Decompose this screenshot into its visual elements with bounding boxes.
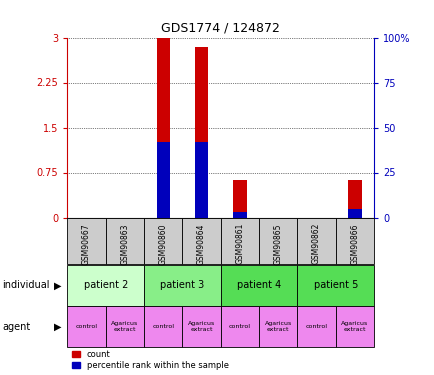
Bar — [220, 306, 259, 347]
Bar — [105, 306, 144, 347]
Bar — [297, 217, 335, 264]
Text: GSM90861: GSM90861 — [235, 223, 244, 264]
Bar — [220, 265, 297, 306]
Text: ▶: ▶ — [54, 280, 62, 290]
Text: Agaricus
extract: Agaricus extract — [111, 321, 138, 332]
Text: control: control — [152, 324, 174, 329]
Bar — [233, 180, 246, 218]
Bar — [348, 209, 361, 218]
Bar — [259, 306, 297, 347]
Legend: count, percentile rank within the sample: count, percentile rank within the sample — [72, 349, 229, 371]
Title: GDS1774 / 124872: GDS1774 / 124872 — [161, 22, 279, 35]
Bar — [220, 217, 259, 264]
Bar — [335, 217, 373, 264]
Text: agent: agent — [2, 322, 30, 332]
Text: GSM90863: GSM90863 — [120, 223, 129, 265]
Text: GSM90865: GSM90865 — [273, 223, 282, 265]
Text: patient 4: patient 4 — [237, 280, 280, 290]
Text: control: control — [228, 324, 250, 329]
Bar — [144, 265, 220, 306]
Bar — [105, 217, 144, 264]
Bar — [297, 306, 335, 347]
Text: patient 3: patient 3 — [160, 280, 204, 290]
Text: GSM90860: GSM90860 — [158, 223, 168, 265]
Text: control: control — [305, 324, 327, 329]
Text: GSM90864: GSM90864 — [197, 223, 206, 265]
Bar — [67, 265, 144, 306]
Bar — [67, 217, 105, 264]
Text: individual: individual — [2, 280, 49, 290]
Bar — [259, 217, 297, 264]
Bar — [67, 306, 105, 347]
Bar — [297, 265, 373, 306]
Bar — [233, 212, 246, 217]
Text: GSM90866: GSM90866 — [350, 223, 358, 265]
Bar — [156, 38, 170, 218]
Text: Agaricus
extract: Agaricus extract — [264, 321, 291, 332]
Bar — [194, 46, 208, 217]
Text: Agaricus
extract: Agaricus extract — [341, 321, 368, 332]
Bar — [194, 142, 208, 218]
Text: ▶: ▶ — [54, 322, 62, 332]
Text: patient 5: patient 5 — [313, 280, 357, 290]
Bar — [335, 306, 373, 347]
Text: patient 2: patient 2 — [83, 280, 128, 290]
Text: GSM90667: GSM90667 — [82, 223, 91, 265]
Text: Agaricus
extract: Agaricus extract — [187, 321, 215, 332]
Bar — [144, 217, 182, 264]
Bar — [182, 217, 220, 264]
Bar — [156, 142, 170, 218]
Text: control: control — [76, 324, 97, 329]
Bar — [144, 306, 182, 347]
Text: GSM90862: GSM90862 — [311, 223, 320, 264]
Bar — [348, 180, 361, 218]
Bar — [182, 306, 220, 347]
